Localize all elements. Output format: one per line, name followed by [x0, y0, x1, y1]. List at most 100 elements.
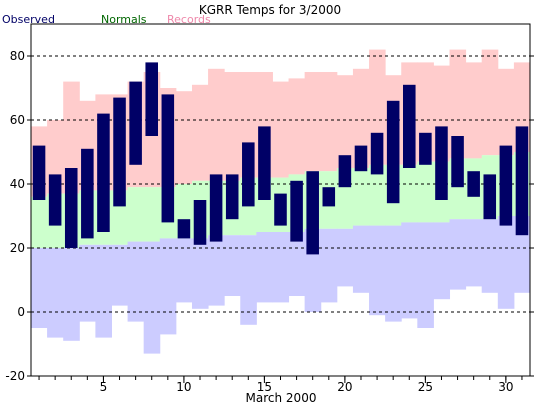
record-low-band [111, 244, 129, 306]
record-low-band [385, 225, 402, 322]
record-low-band [224, 235, 241, 296]
observed-bar [467, 171, 480, 197]
observed-bar [48, 174, 62, 226]
observed-bar [193, 200, 207, 245]
record-low-band [256, 232, 273, 303]
legend-normals: Normals [101, 13, 147, 26]
normal-band [369, 164, 386, 226]
observed-bar [402, 84, 416, 168]
y-tick-label: 0 [17, 305, 25, 319]
observed-bar [306, 171, 319, 255]
observed-bar [386, 100, 400, 204]
record-low-band [433, 222, 451, 300]
observed-bar [419, 132, 432, 165]
observed-bar [64, 168, 78, 248]
record-low-band [497, 216, 515, 309]
record-low-band [208, 235, 225, 306]
y-tick-label: -20 [5, 369, 25, 383]
record-low-band [175, 238, 193, 303]
x-tick-label: 10 [176, 380, 191, 394]
record-low-band [336, 228, 354, 287]
observed-bar [515, 126, 529, 236]
normal-band [401, 164, 418, 223]
record-low-band [191, 238, 209, 309]
record-high-band [497, 68, 515, 156]
record-low-band [288, 232, 306, 296]
observed-bar [97, 113, 110, 232]
record-high-band [336, 75, 354, 168]
x-tick-label: 15 [257, 380, 272, 394]
normal-band [31, 196, 48, 248]
record-low-band [95, 244, 112, 338]
legend-observed: Observed [2, 13, 55, 26]
record-low-band [63, 248, 80, 341]
record-high-band [191, 84, 209, 181]
observed-bars [32, 62, 529, 255]
x-tick-label: 20 [337, 380, 352, 394]
record-low-band [449, 219, 467, 290]
normal-band [143, 187, 161, 242]
y-tick-label: 20 [10, 241, 25, 255]
record-high-band [272, 81, 290, 178]
observed-bar [32, 145, 46, 200]
record-low-band [401, 222, 418, 319]
observed-bar [274, 193, 287, 226]
observed-bar [225, 174, 239, 220]
x-tick-label: 5 [100, 380, 108, 394]
normal-band [417, 161, 434, 223]
record-high-band [208, 68, 225, 181]
record-low-band [272, 232, 290, 303]
observed-bar [451, 136, 464, 188]
x-axis-label: March 2000 [246, 391, 317, 405]
observed-bar [354, 145, 368, 172]
legend-records: Records [167, 13, 211, 26]
record-low-band [79, 244, 96, 322]
normal-band [352, 168, 370, 226]
normal-band [127, 187, 145, 242]
record-high-band [352, 68, 370, 168]
observed-bar [177, 219, 191, 239]
record-high-band [224, 72, 241, 181]
observed-bar [370, 132, 384, 175]
record-low-band [127, 241, 145, 322]
record-low-band [481, 219, 499, 293]
record-high-band [481, 49, 499, 156]
observed-bar [483, 174, 497, 220]
observed-bar [242, 142, 255, 207]
record-low-band [31, 248, 48, 328]
axes: -20 0 20 40 60 80 5 10 15 20 25 30 [5, 23, 534, 394]
observed-bar [290, 180, 303, 242]
record-high-band [304, 72, 322, 172]
record-high-band [465, 62, 483, 159]
record-low-band [417, 222, 434, 328]
y-tick-label: 60 [10, 113, 25, 127]
record-high-band [63, 81, 80, 194]
record-low-band [143, 241, 161, 354]
x-tick-label: 30 [498, 380, 513, 394]
observed-bar [435, 126, 448, 200]
observed-bar [258, 126, 271, 200]
record-low-band [352, 225, 370, 293]
record-low-band [369, 225, 386, 316]
record-low-band [240, 235, 257, 325]
record-high-band [449, 49, 467, 159]
observed-bar [161, 94, 175, 223]
record-high-band [175, 91, 193, 184]
observed-bar [338, 155, 352, 188]
observed-bar [81, 148, 94, 239]
record-low-band [159, 238, 177, 335]
chart-title: KGRR Temps for 3/2000 [199, 3, 341, 17]
y-tick-label: 80 [10, 49, 25, 63]
record-low-band [47, 248, 64, 338]
x-tick-label: 25 [418, 380, 433, 394]
record-high-band [288, 78, 306, 175]
y-tick-label: 40 [10, 177, 25, 191]
observed-bar [145, 62, 159, 136]
record-low-band [465, 219, 483, 287]
record-low-band [320, 228, 338, 303]
observed-bar [113, 97, 126, 207]
observed-bar [209, 174, 223, 242]
observed-bar [322, 187, 336, 207]
observed-bar [499, 145, 513, 226]
